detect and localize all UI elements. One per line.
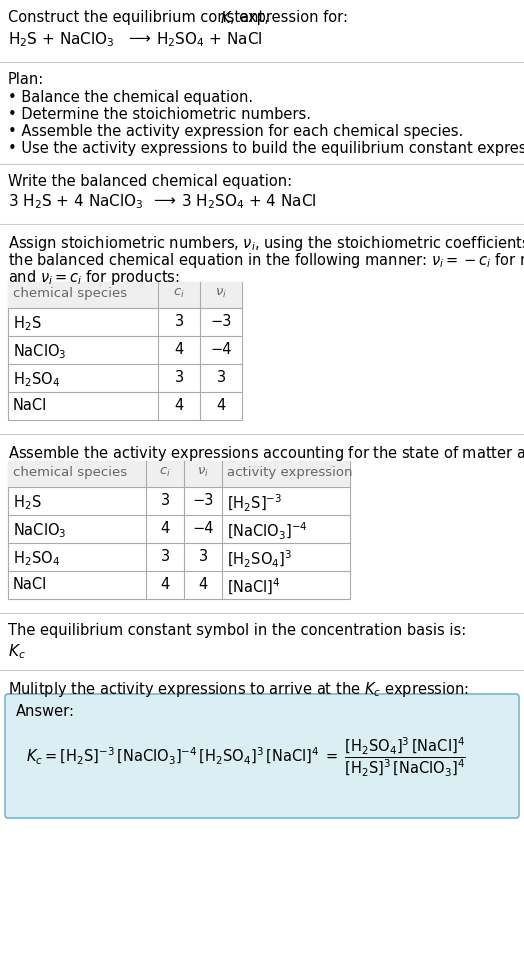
Text: NaClO$_3$: NaClO$_3$ <box>13 342 67 360</box>
Text: H$_2$S: H$_2$S <box>13 314 41 333</box>
Text: $\nu_i$: $\nu_i$ <box>197 466 209 480</box>
Text: Plan:: Plan: <box>8 72 44 87</box>
Text: 3: 3 <box>160 549 170 564</box>
Text: • Use the activity expressions to build the equilibrium constant expression.: • Use the activity expressions to build … <box>8 141 524 156</box>
Text: • Assemble the activity expression for each chemical species.: • Assemble the activity expression for e… <box>8 124 463 139</box>
Text: 4: 4 <box>174 342 183 357</box>
Bar <box>8 461 350 487</box>
Text: chemical species: chemical species <box>13 466 127 479</box>
Text: Answer:: Answer: <box>16 704 75 719</box>
Text: 3 H$_2$SO$_4$ + 4 NaCl: 3 H$_2$SO$_4$ + 4 NaCl <box>181 192 316 210</box>
Text: $[\mathrm{NaCl}]^{4}$: $[\mathrm{NaCl}]^{4}$ <box>227 577 281 597</box>
Text: $K$: $K$ <box>220 10 233 26</box>
Text: NaCl: NaCl <box>13 577 47 592</box>
Text: $K_c$: $K_c$ <box>8 642 26 661</box>
Text: 3: 3 <box>174 314 183 329</box>
Text: $\longrightarrow$: $\longrightarrow$ <box>151 192 177 207</box>
Text: the balanced chemical equation in the following manner: $\nu_i = -c_i$ for react: the balanced chemical equation in the fo… <box>8 251 524 270</box>
Text: 3 H$_2$S + 4 NaClO$_3$: 3 H$_2$S + 4 NaClO$_3$ <box>8 192 144 210</box>
Text: $[\mathrm{H_2SO_4}]^{3}$: $[\mathrm{H_2SO_4}]^{3}$ <box>227 549 292 570</box>
Text: , expression for:: , expression for: <box>230 10 348 25</box>
Text: −4: −4 <box>210 342 232 357</box>
Text: 4: 4 <box>160 521 170 536</box>
Text: H$_2$SO$_4$: H$_2$SO$_4$ <box>13 370 60 388</box>
Text: • Determine the stoichiometric numbers.: • Determine the stoichiometric numbers. <box>8 107 311 122</box>
Text: H$_2$S: H$_2$S <box>13 493 41 511</box>
Text: $[\mathrm{H_2S}]^{-3}$: $[\mathrm{H_2S}]^{-3}$ <box>227 493 282 514</box>
Text: NaCl: NaCl <box>13 398 47 413</box>
Text: $K_c = [\mathrm{H_2S}]^{-3} \, [\mathrm{NaClO_3}]^{-4} \,[\mathrm{H_2SO_4}]^{3} : $K_c = [\mathrm{H_2S}]^{-3} \, [\mathrm{… <box>26 736 466 779</box>
Text: H$_2$S + NaClO$_3$: H$_2$S + NaClO$_3$ <box>8 30 115 49</box>
Text: −4: −4 <box>192 521 214 536</box>
Text: 4: 4 <box>160 577 170 592</box>
Text: 4: 4 <box>174 398 183 413</box>
Text: $c_i$: $c_i$ <box>159 466 171 480</box>
Text: $\longrightarrow$: $\longrightarrow$ <box>126 30 152 45</box>
Text: 3: 3 <box>216 370 225 385</box>
Text: −3: −3 <box>192 493 214 508</box>
Bar <box>8 282 242 308</box>
FancyBboxPatch shape <box>5 694 519 818</box>
Text: 3: 3 <box>174 370 183 385</box>
Text: The equilibrium constant symbol in the concentration basis is:: The equilibrium constant symbol in the c… <box>8 623 466 638</box>
Text: 4: 4 <box>199 577 208 592</box>
Text: 3: 3 <box>199 549 208 564</box>
Text: H$_2$SO$_4$ + NaCl: H$_2$SO$_4$ + NaCl <box>156 30 263 49</box>
Text: chemical species: chemical species <box>13 287 127 300</box>
Text: −3: −3 <box>210 314 232 329</box>
Text: and $\nu_i = c_i$ for products:: and $\nu_i = c_i$ for products: <box>8 268 180 287</box>
Text: Construct the equilibrium constant,: Construct the equilibrium constant, <box>8 10 274 25</box>
Bar <box>8 461 350 599</box>
Text: • Balance the chemical equation.: • Balance the chemical equation. <box>8 90 253 105</box>
Text: $\nu_i$: $\nu_i$ <box>215 287 227 300</box>
Bar <box>8 282 242 420</box>
Text: H$_2$SO$_4$: H$_2$SO$_4$ <box>13 549 60 568</box>
Text: activity expression: activity expression <box>227 466 353 479</box>
Text: 4: 4 <box>216 398 226 413</box>
Text: NaClO$_3$: NaClO$_3$ <box>13 521 67 540</box>
Text: 3: 3 <box>160 493 170 508</box>
Text: $[\mathrm{NaClO_3}]^{-4}$: $[\mathrm{NaClO_3}]^{-4}$ <box>227 521 308 542</box>
Text: Assign stoichiometric numbers, $\nu_i$, using the stoichiometric coefficients, $: Assign stoichiometric numbers, $\nu_i$, … <box>8 234 524 253</box>
Text: Assemble the activity expressions accounting for the state of matter and $\nu_i$: Assemble the activity expressions accoun… <box>8 444 524 463</box>
Text: Write the balanced chemical equation:: Write the balanced chemical equation: <box>8 174 292 189</box>
Text: Mulitply the activity expressions to arrive at the $K_c$ expression:: Mulitply the activity expressions to arr… <box>8 680 469 699</box>
Text: $c_i$: $c_i$ <box>173 287 185 300</box>
